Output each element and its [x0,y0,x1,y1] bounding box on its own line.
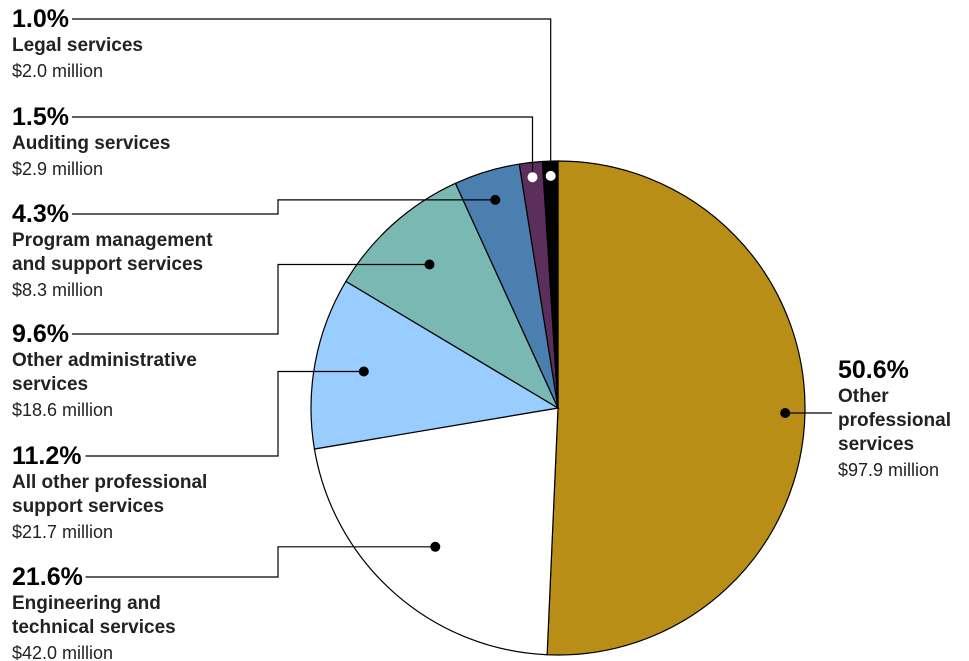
slice-label-group: 50.6%Other professional services $97.9 mill… [780,356,951,480]
slice-label-group: 4.3%Program management and support servic… [12,194,501,300]
slice-category: and support services [12,254,203,275]
slice-amount: $42.0 million [12,643,113,661]
slice-amount: $8.3 million [12,280,103,300]
leader-dot [545,170,556,181]
slice-percent: 21.6% [12,563,83,591]
slice-category: support services [12,496,164,517]
slice-category: technical services [12,617,176,638]
slice-category: professional [838,410,951,431]
leader-dot [358,366,369,377]
leader-line [72,18,552,176]
slice-amount: $97.9 million [838,460,939,480]
slice-amount: $18.6 million [12,400,113,420]
slice-label-group: 1.0%Legal services $2.0 million [12,5,556,181]
slice-category: All other professional [12,472,207,493]
slice-labels: 50.6%Other professional services $97.9 mill… [12,5,951,661]
leader-dot [490,194,501,205]
slice-percent: 9.6% [12,320,69,348]
slice-category: Other administrative [12,350,197,371]
slice-amount: $2.9 million [12,159,103,179]
slice-category: Other [838,386,889,407]
slice-category: Engineering and [12,593,161,614]
leader-line [72,116,534,178]
slice-label-group: 21.6%Engineering and technical services $4… [12,541,441,661]
leader-dot [430,541,441,552]
slice-label-group: 1.5%Auditing services $2.9 million [12,103,538,183]
leader-line [85,546,436,578]
slice-category: Auditing services [12,133,170,154]
leader-dot [424,259,435,270]
slice-amount: $21.7 million [12,522,113,542]
slice-percent: 50.6% [838,356,909,384]
slice-category: services [12,374,88,395]
slice-category: services [838,434,914,455]
pie-slice-0 [546,160,806,656]
slice-percent: 4.3% [12,200,69,228]
leader-line [72,263,430,335]
slice-category: Legal services [12,35,143,56]
slice-label-group: 11.2%All other professional support servi… [12,366,369,542]
slice-percent: 11.2% [12,442,82,470]
leader-dot [780,408,791,418]
pie-slices [310,160,806,656]
leader-line [72,199,496,215]
pie-slice-1 [313,407,559,656]
slice-percent: 1.0% [12,5,69,33]
leader-line [85,370,364,457]
slice-percent: 1.5% [12,103,69,131]
slice-amount: $2.0 million [12,61,103,81]
pie-slice-3 [345,182,560,410]
leader-dot [527,172,538,183]
slice-category: Program management [12,230,213,251]
pie-slice-2 [310,280,560,450]
slice-label-group: 9.6%Other administrative services $18.6 mi… [12,259,435,420]
